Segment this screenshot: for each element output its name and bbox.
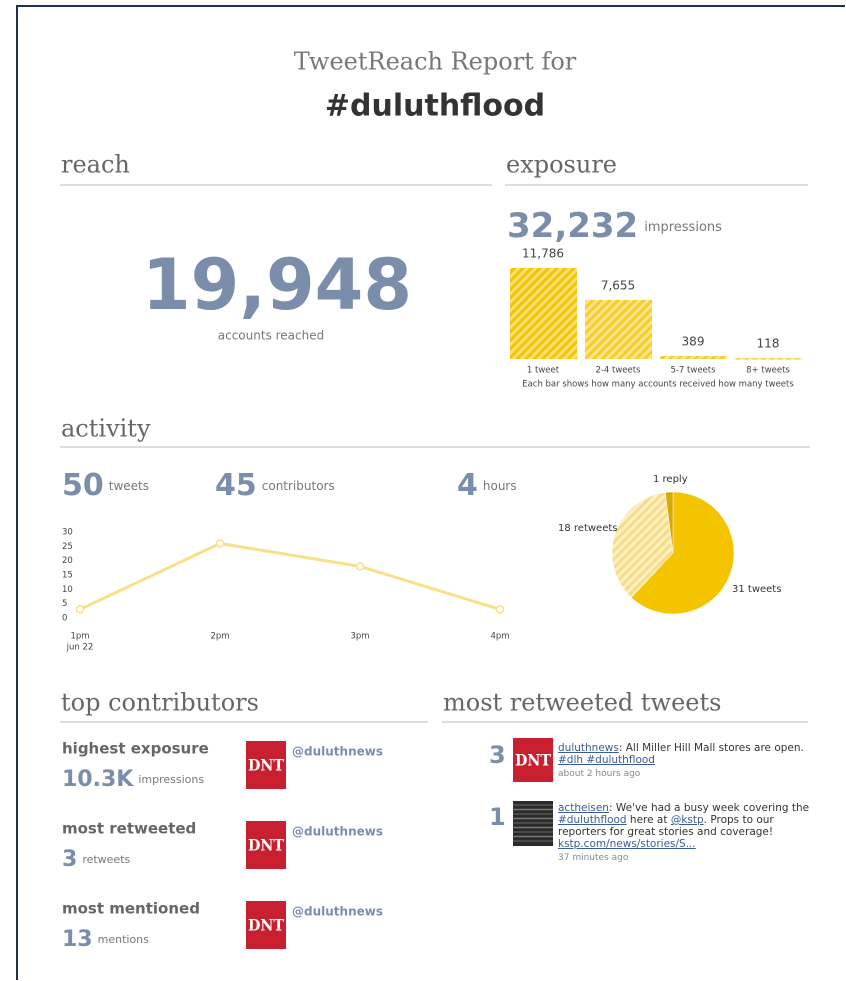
pie-label: 1 reply xyxy=(653,474,688,485)
x-tick-label: 5-7 tweets xyxy=(670,366,716,376)
contributor-unit: impressions xyxy=(138,773,204,786)
section-heading: top contributors xyxy=(61,689,259,717)
tweet: actheisen: We've had a busy week coverin… xyxy=(558,802,813,864)
tweet-text: . Props to our reporters for great stori… xyxy=(558,814,774,838)
section-heading: most retweeted tweets xyxy=(443,689,721,717)
bar xyxy=(510,268,577,359)
y-tick-label: 30 xyxy=(62,528,73,538)
logo xyxy=(246,901,286,949)
contributor-value: 10.3K xyxy=(62,767,134,792)
x-tick-label: 8+ tweets xyxy=(746,366,790,376)
logo-text: DNT xyxy=(248,756,284,775)
hashtag: #duluthflood xyxy=(325,89,545,124)
reach-label: accounts reached xyxy=(218,329,324,343)
value-label: 11,786 xyxy=(522,247,564,261)
contributor-title: highest exposure xyxy=(62,740,209,758)
exposure-value: 32,232 impressions xyxy=(507,206,722,246)
reach-value: 19,948 xyxy=(142,244,412,326)
y-tick-label: 15 xyxy=(62,571,73,581)
point xyxy=(355,562,365,571)
y-tick-label: 5 xyxy=(62,599,67,609)
tweet-text: : All Miller Hill Mall stores are open. xyxy=(618,742,804,754)
bar xyxy=(585,299,652,359)
contributor-unit: mentions xyxy=(98,933,150,946)
contributor-title: most mentioned xyxy=(62,900,200,918)
pie-slice xyxy=(665,491,674,554)
logo xyxy=(513,738,553,782)
contributor-handle[interactable]: @duluthnews xyxy=(292,825,383,839)
stat: 4 hours xyxy=(457,468,517,503)
contributor-handle[interactable]: @duluthnews xyxy=(292,905,383,919)
stat-unit: hours xyxy=(483,479,517,493)
contributor-stat: 13 mentions xyxy=(62,927,149,952)
section-heading: reach xyxy=(61,151,130,179)
logo xyxy=(246,821,286,869)
frame xyxy=(16,5,845,980)
contributor-stat: 3 retweets xyxy=(62,847,131,872)
contributor-stat: 10.3K impressions xyxy=(62,767,204,792)
y-tick-label: 20 xyxy=(62,556,73,566)
contributor-unit: retweets xyxy=(82,853,130,866)
y-tick-label: 10 xyxy=(62,585,73,595)
point xyxy=(75,605,85,614)
tweet-link[interactable]: #duluthflood xyxy=(558,814,627,826)
stat-value: 45 xyxy=(215,468,257,503)
pie-label: 18 retweets xyxy=(558,523,617,534)
stat-unit: contributors xyxy=(262,479,335,493)
chart-caption: Each bar shows how many accounts receive… xyxy=(522,380,794,390)
x-tick-label: 2pm xyxy=(210,632,229,642)
tweet-time: 37 minutes ago xyxy=(558,853,629,863)
value-label: 118 xyxy=(757,337,780,351)
bar xyxy=(735,358,802,360)
pie-label: 31 tweets xyxy=(732,584,781,595)
point xyxy=(215,539,225,548)
y-tick-label: 0 xyxy=(62,614,67,624)
tweet-user[interactable]: duluthnews xyxy=(558,742,619,754)
tweet-link[interactable]: @kstp xyxy=(670,814,704,826)
stat: 45 contributors xyxy=(215,468,335,503)
value-label: 7,655 xyxy=(601,278,635,292)
pie-slice xyxy=(630,491,735,615)
contributor-value: 13 xyxy=(62,927,93,952)
logo-text: DNT xyxy=(248,836,284,855)
stat-value: 4 xyxy=(457,468,478,503)
contributor-value: 3 xyxy=(62,847,77,872)
contributor-handle[interactable]: @duluthnews xyxy=(292,745,383,759)
x-tick-label: 4pm xyxy=(490,632,509,642)
tweet-text: here at xyxy=(626,814,671,826)
section-heading: exposure xyxy=(506,151,617,179)
logo-text: DNT xyxy=(515,751,551,770)
tweet-link[interactable]: #dlh #duluthflood xyxy=(558,754,655,766)
x-tick-label: 1 tweet xyxy=(527,366,560,376)
retweet-count: 3 xyxy=(489,741,506,769)
stat-unit: tweets xyxy=(109,479,149,493)
section-heading: activity xyxy=(61,415,151,443)
value-label: 389 xyxy=(682,334,705,348)
logo-text: DNT xyxy=(248,916,284,935)
x-date-label: jun 22 xyxy=(66,643,94,653)
exposure-number: 32,232 xyxy=(507,206,638,246)
tweet-text: : We've had a busy week covering the xyxy=(608,802,810,814)
bar xyxy=(660,355,727,359)
x-tick-label: 3pm xyxy=(350,632,369,642)
contributor-title: most retweeted xyxy=(62,820,196,838)
y-tick-label: 25 xyxy=(62,542,73,552)
x-tick-label: 1pm xyxy=(70,632,89,642)
pie-slice xyxy=(611,492,674,598)
tweet-time: about 2 hours ago xyxy=(558,769,641,779)
retweet-count: 1 xyxy=(489,803,506,831)
line xyxy=(79,541,501,611)
tweet-user[interactable]: actheisen xyxy=(558,802,609,814)
report-title: TweetReach Report for xyxy=(294,48,577,76)
x-tick-label: 2-4 tweets xyxy=(595,366,641,376)
exposure-unit: impressions xyxy=(644,220,722,235)
stat: 50 tweets xyxy=(62,468,149,503)
stat-value: 50 xyxy=(62,468,104,503)
point xyxy=(495,605,505,614)
tweet: duluthnews: All Miller Hill Mall stores … xyxy=(558,742,813,780)
tweet-link[interactable]: kstp.com/news/stories/S... xyxy=(558,838,696,850)
logo xyxy=(246,741,286,789)
